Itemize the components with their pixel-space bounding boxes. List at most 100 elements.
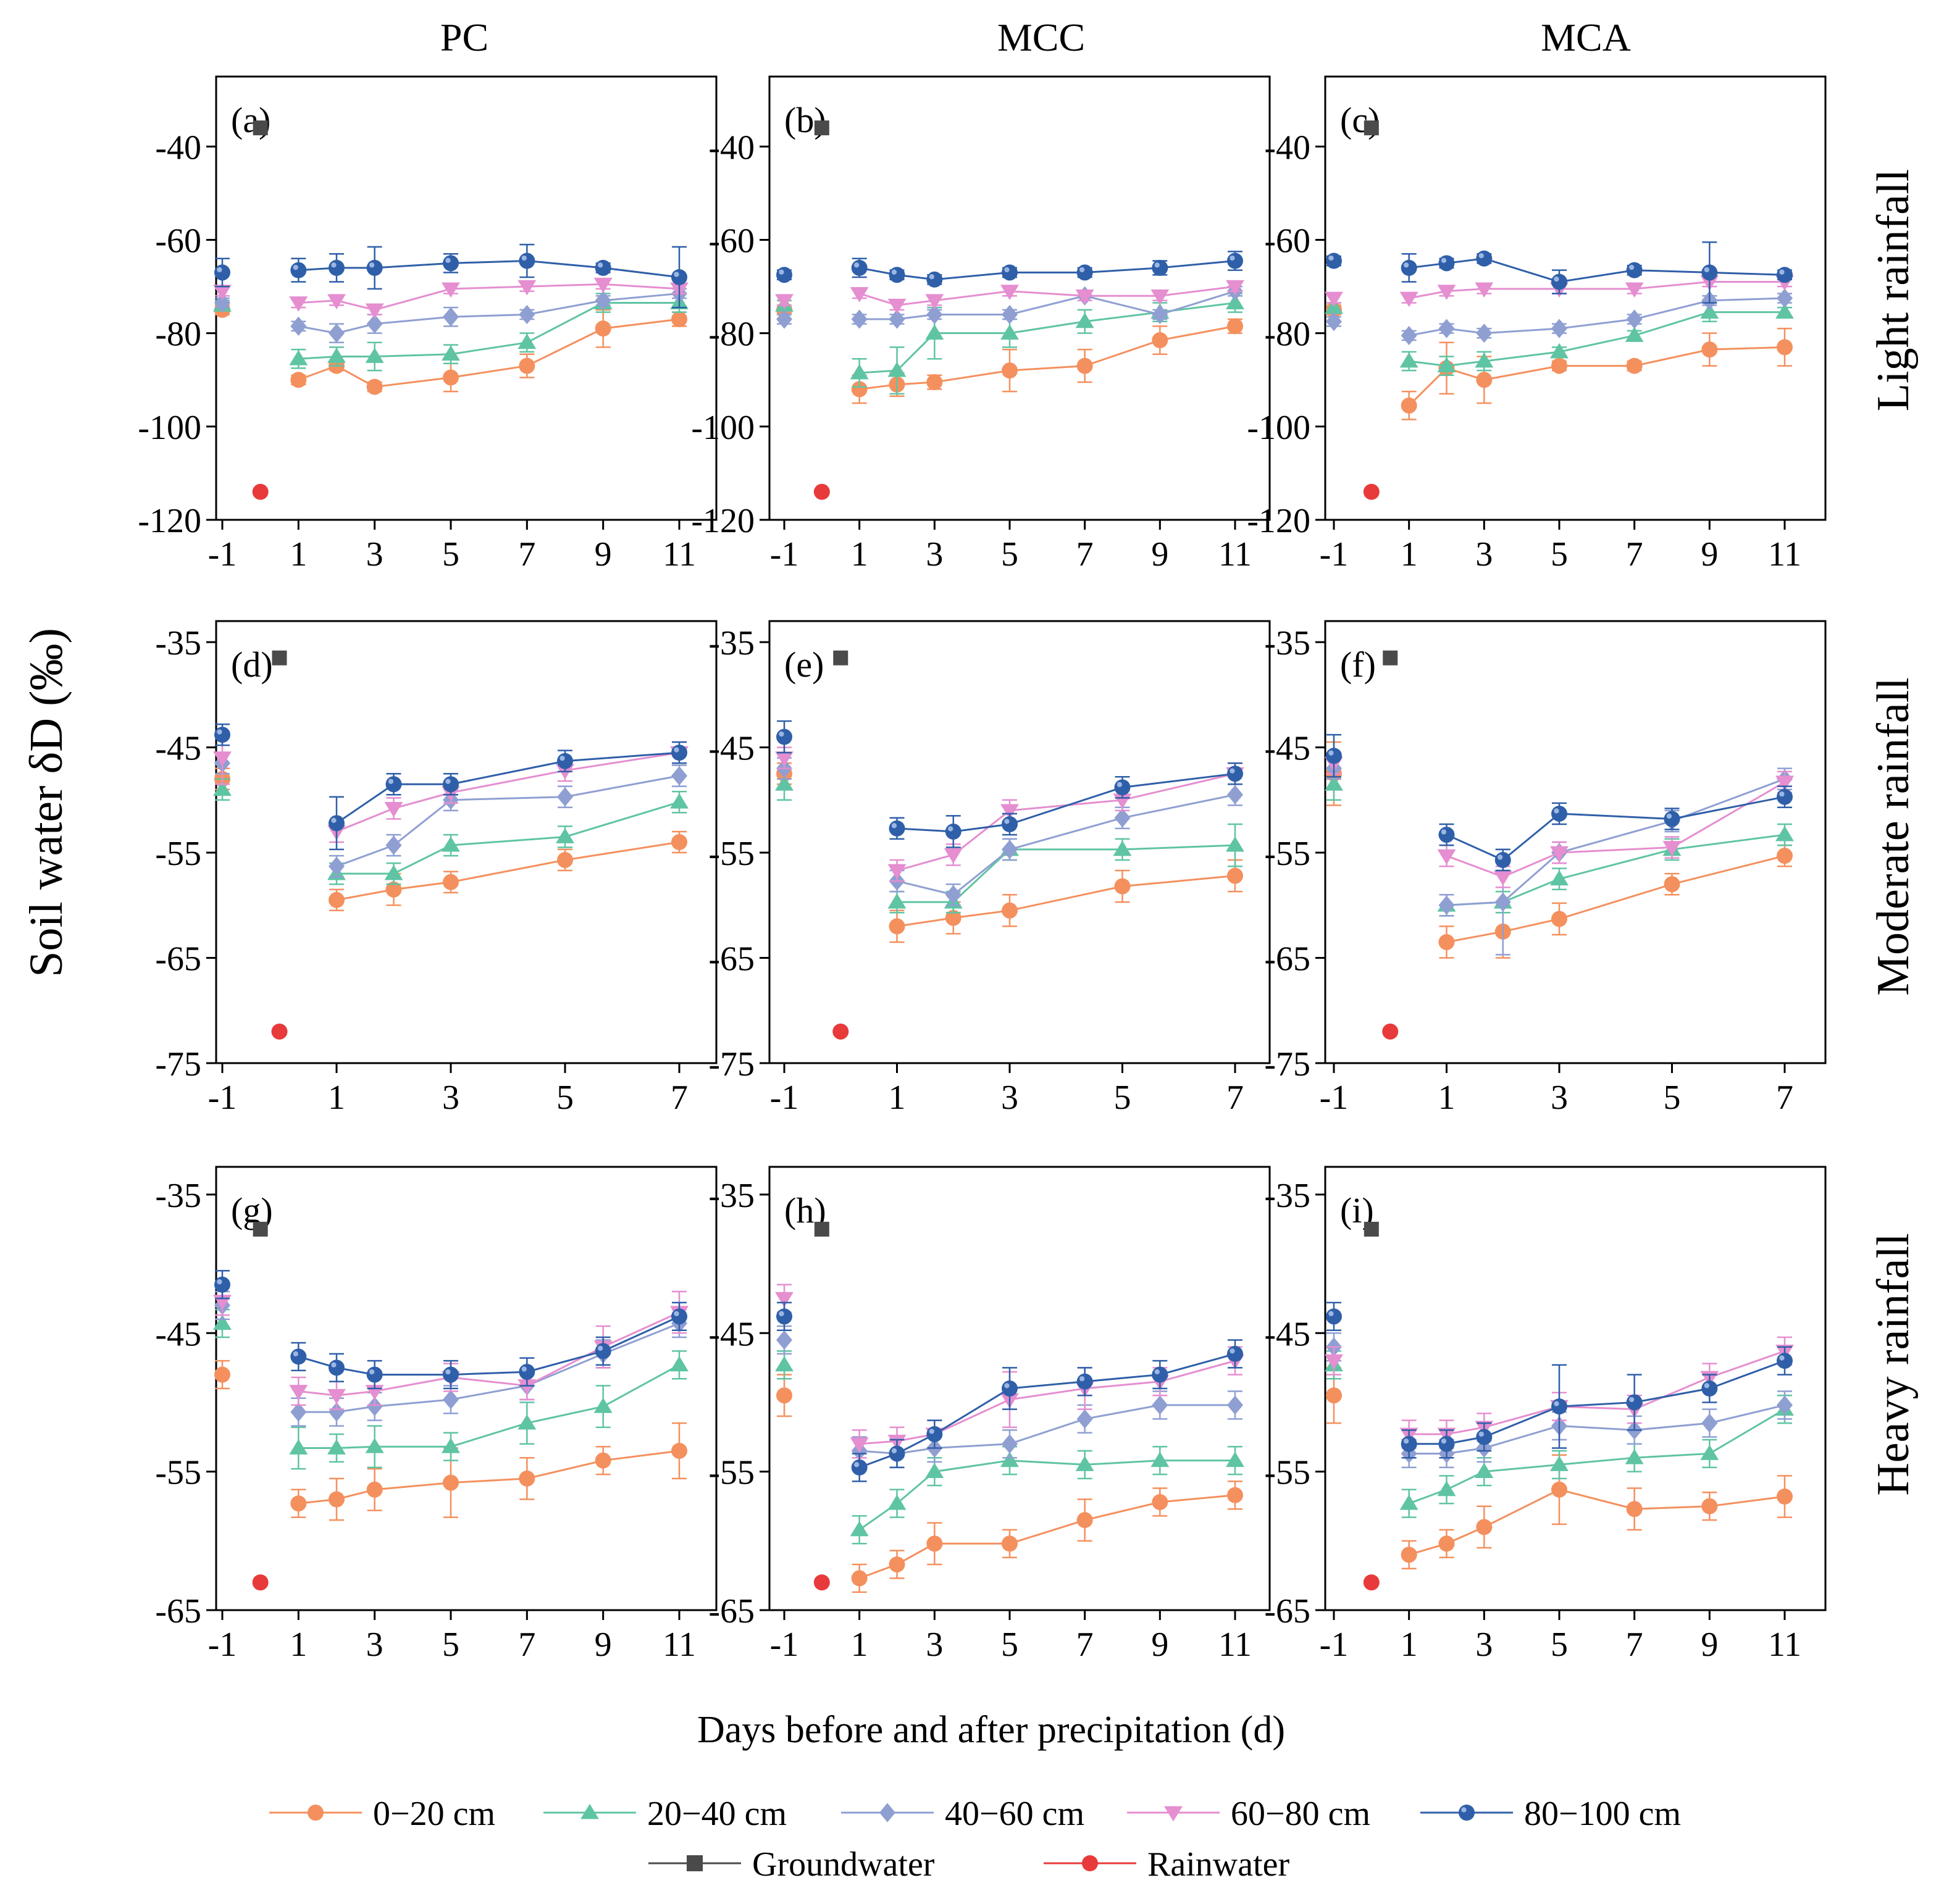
data-point — [329, 891, 345, 908]
data-point — [775, 1356, 794, 1372]
x-tick-label: 3 — [366, 535, 383, 574]
data-point — [1476, 250, 1493, 267]
data-point — [290, 262, 307, 278]
data-point — [1113, 840, 1132, 856]
series-2 — [213, 778, 689, 885]
marker-highlight — [1666, 813, 1672, 819]
data-point — [1076, 1512, 1093, 1529]
data-point — [595, 1452, 611, 1469]
data-point — [926, 304, 943, 325]
marker-highlight — [1403, 1438, 1409, 1444]
data-point — [1076, 1409, 1093, 1429]
series-line — [1409, 281, 1785, 299]
data-point — [1114, 808, 1131, 828]
series-1 — [776, 301, 1243, 404]
marker-highlight — [217, 1279, 222, 1285]
data-point — [385, 881, 402, 898]
data-point — [1150, 289, 1170, 305]
x-tick-label: 9 — [595, 1626, 612, 1664]
x-tick-label: 9 — [1151, 1626, 1168, 1664]
marker-highlight — [1779, 1355, 1785, 1361]
data-point — [1664, 811, 1680, 827]
data-point — [519, 357, 535, 374]
rainwater-point — [1363, 1574, 1380, 1591]
y-tick-label: -60 — [1264, 222, 1310, 261]
data-point — [670, 793, 689, 809]
data-point — [443, 369, 459, 386]
marker-highlight — [1079, 267, 1085, 273]
data-point — [327, 1388, 346, 1405]
rainwater-point — [252, 1574, 269, 1591]
marker-highlight — [1079, 1376, 1085, 1382]
x-tick-label: 7 — [518, 1626, 535, 1664]
legend-label: 0−20 cm — [373, 1795, 495, 1833]
data-point — [1227, 318, 1243, 335]
x-tick-label: 1 — [851, 1626, 868, 1664]
data-point — [889, 309, 905, 329]
data-point — [289, 1439, 308, 1455]
series-line — [1409, 311, 1785, 367]
x-tick-label: 11 — [1768, 535, 1801, 574]
marker-highlight — [369, 262, 375, 268]
x-tick-label: 3 — [442, 1079, 459, 1117]
series-1 — [214, 767, 687, 912]
plot-frame — [215, 620, 718, 1064]
y-tick-label: -100 — [138, 409, 201, 447]
data-point — [1701, 264, 1718, 281]
data-point — [442, 836, 460, 852]
x-tick-label: 7 — [1226, 1079, 1244, 1117]
x-tick-label: 11 — [663, 535, 696, 574]
marker-highlight — [891, 269, 897, 275]
marker-highlight — [1004, 1383, 1010, 1388]
data-point — [945, 885, 962, 904]
data-point — [214, 1276, 230, 1293]
data-point — [214, 264, 230, 281]
panel-i: -35-45-55-65-1 1 3 5 7 9 11(i) — [1264, 1166, 1827, 1664]
y-tick-label: -35 — [1264, 1177, 1310, 1215]
marker-highlight — [1628, 264, 1635, 270]
x-tick-label: 9 — [1701, 535, 1718, 574]
x-tick-label: -1 — [1320, 1079, 1349, 1117]
x-tick-label: 9 — [1151, 535, 1168, 574]
data-point — [1625, 327, 1644, 342]
data-point — [1475, 282, 1494, 298]
data-point — [1438, 895, 1455, 915]
y-tick-label: -100 — [1247, 409, 1310, 447]
y-axis-label: Soil water δD (‰) — [20, 628, 72, 977]
data-point — [1777, 1489, 1793, 1505]
marker-highlight — [1441, 257, 1447, 263]
data-point — [925, 1463, 944, 1479]
data-point — [1476, 1429, 1493, 1445]
data-point — [1626, 1394, 1643, 1411]
data-point — [366, 1366, 383, 1383]
data-point — [1625, 1448, 1644, 1464]
data-point — [1494, 851, 1511, 868]
series-line — [1408, 346, 1785, 406]
panel-g: -35-45-55-65-1 1 3 5 7 9 11(g) — [155, 1166, 718, 1664]
data-point — [329, 259, 345, 276]
data-point — [1227, 1395, 1243, 1415]
marker-highlight — [1554, 276, 1559, 282]
x-tick-label: 3 — [1475, 1626, 1493, 1664]
data-point — [443, 1366, 459, 1383]
column-title: PC — [440, 15, 488, 59]
data-point — [1701, 1498, 1718, 1514]
data-point — [385, 835, 402, 855]
legend-label: 40−60 cm — [945, 1795, 1084, 1833]
y-tick-label: -60 — [155, 222, 201, 261]
marker-highlight — [1154, 262, 1160, 268]
marker-highlight — [674, 1311, 679, 1316]
series-line — [298, 283, 680, 311]
data-point — [443, 874, 459, 890]
legend-marker — [687, 1855, 703, 1871]
marker-highlight — [331, 817, 337, 823]
data-point — [1152, 332, 1168, 349]
x-tick-label: 5 — [1551, 535, 1568, 574]
data-point — [1326, 1308, 1342, 1325]
marker-highlight — [853, 1462, 860, 1468]
data-point — [1002, 1434, 1018, 1454]
x-tick-label: 5 — [1664, 1079, 1681, 1117]
data-point — [1000, 804, 1019, 820]
groundwater-point — [253, 1221, 268, 1237]
data-point — [945, 909, 962, 926]
